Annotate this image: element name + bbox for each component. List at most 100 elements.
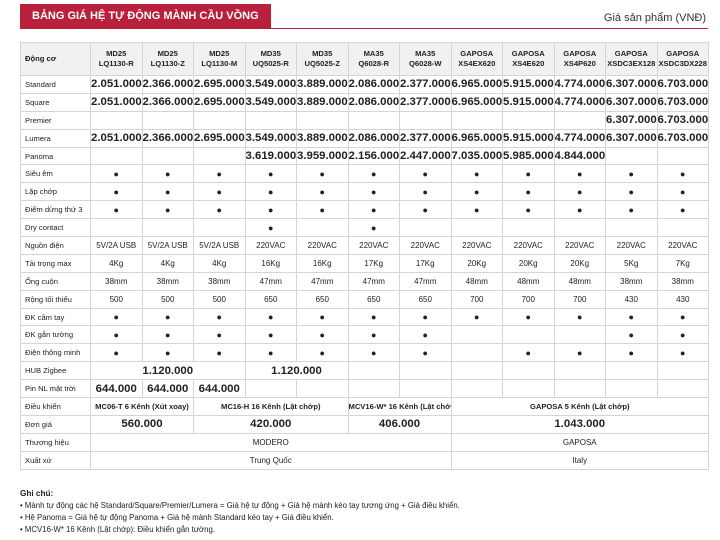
cell: ●	[450, 307, 503, 327]
cell: ●	[296, 343, 349, 363]
cell: ●	[553, 200, 606, 220]
cell: ●	[141, 325, 194, 345]
cell: ●	[347, 343, 400, 363]
cell: 500	[90, 289, 143, 309]
cell: 4.844.000	[553, 146, 606, 166]
cell: 2.366.000	[141, 128, 194, 148]
empty-cell	[502, 379, 555, 399]
cell: GAPOSA	[450, 432, 709, 452]
cell: 220VAC	[502, 236, 555, 255]
table-row: Siêu êm ● ● ● ● ● ● ● ● ● ● ● ●	[20, 164, 709, 184]
row-label: Lumera	[20, 128, 91, 148]
row-label: Xuất xứ	[20, 450, 91, 470]
empty-cell	[296, 379, 349, 399]
model-line1: MD35	[260, 49, 281, 58]
table-row: HUB Zigbee 1.120.000 1.120.000	[20, 361, 709, 381]
model-line1: GAPOSA	[563, 49, 597, 58]
empty-cell	[399, 110, 452, 130]
empty-cell	[605, 218, 658, 238]
empty-cell	[656, 361, 709, 381]
cell: 406.000	[347, 414, 452, 434]
model-line2: LQ1130-Z	[150, 59, 185, 68]
note-item: • Hệ Panoma = Giá hệ tự động Panoma + Gi…	[20, 512, 460, 524]
cell: 220VAC	[656, 236, 709, 255]
cell: 38mm	[605, 271, 658, 291]
cell: ●	[399, 164, 452, 184]
empty-cell	[605, 379, 658, 399]
cell: 220VAC	[553, 236, 606, 255]
row-label: Standard	[20, 75, 91, 94]
cell: 2.051.000	[90, 128, 143, 148]
cell: 47mm	[399, 271, 452, 291]
empty-cell	[399, 379, 452, 399]
model-line1: GAPOSA	[460, 49, 494, 58]
row-label: Lặp chớp	[20, 182, 91, 202]
empty-cell	[347, 361, 400, 381]
cell: 3.549.000	[244, 92, 297, 112]
model-line1: MD25	[106, 49, 127, 58]
empty-cell	[502, 218, 555, 238]
cell: ●	[502, 164, 555, 184]
cell: 5V/2A USB	[193, 236, 246, 255]
cell: 430	[656, 289, 709, 309]
row-label: Điểm dừng thứ 3	[20, 200, 91, 220]
cell: 500	[193, 289, 246, 309]
cell: ●	[244, 343, 297, 363]
cell: ●	[244, 200, 297, 220]
table-row: Ống cuộn 38mm 38mm 38mm 47mm 47mm 47mm 47mm 48mm…	[20, 271, 709, 291]
cell: ●	[605, 307, 658, 327]
cell: 5.915.000	[502, 128, 555, 148]
cell: ●	[605, 325, 658, 345]
row-label: Siêu êm	[20, 164, 91, 184]
cell: 6.307.000	[605, 92, 658, 112]
cell: ●	[296, 182, 349, 202]
cell: MCV16-W* 16 Kênh (Lật chớp)	[347, 397, 452, 416]
model-line1: MD25	[209, 49, 230, 58]
table-row: Rộng tối thiểu 500 500 500 650 650 650 650 700 70…	[20, 289, 709, 309]
cell: ●	[450, 164, 503, 184]
empty-cell	[90, 218, 143, 238]
cell: ●	[193, 343, 246, 363]
cell: ●	[656, 200, 709, 220]
model-line1: GAPOSA	[614, 49, 648, 58]
empty-cell	[450, 110, 503, 130]
cell: 650	[244, 289, 297, 309]
cell: 6.965.000	[450, 75, 503, 94]
cell: ●	[553, 164, 606, 184]
cell: ●	[244, 307, 297, 327]
cell: 5V/2A USB	[141, 236, 194, 255]
model-header: GAPOSA XSDC3DX228	[656, 42, 709, 76]
cell: 220VAC	[450, 236, 503, 255]
notes: Ghi chú: • Mành tự động các hệ Standard/…	[20, 488, 460, 536]
note-text: MCV16-W* 16 Kênh (Lật chớp): Điều khiển …	[24, 525, 216, 534]
row-label: Ống cuộn	[20, 271, 91, 291]
table-row: Lumera 2.051.000 2.366.000 2.695.000 3.549.0…	[20, 128, 709, 148]
cell: 430	[605, 289, 658, 309]
cell: 5V/2A USB	[90, 236, 143, 255]
cell: ●	[347, 164, 400, 184]
cell: ●	[399, 200, 452, 220]
table-row: Dry contact ● ●	[20, 218, 709, 238]
model-line2: XSDC3EX128	[607, 59, 656, 68]
row-label: Panoma	[20, 146, 91, 166]
cell: ●	[347, 307, 400, 327]
cell: MODERO	[90, 432, 452, 452]
model-header: MD25 LQ1130-R	[90, 42, 143, 76]
cell: 2.086.000	[347, 128, 400, 148]
cell: ●	[605, 200, 658, 220]
cell: 6.965.000	[450, 128, 503, 148]
cell: 3.549.000	[244, 128, 297, 148]
empty-cell	[399, 218, 452, 238]
row-label: Premier	[20, 110, 91, 130]
model-header: MD35 UQ5025-Z	[296, 42, 349, 76]
title: BẢNG GIÁ HỆ TỰ ĐỘNG MÀNH CẦU VỒNG	[20, 4, 271, 28]
price-table: Động cơ MD25 LQ1130-R MD25 LQ1130-Z MD25 LQ11…	[20, 42, 709, 470]
cell: ●	[399, 182, 452, 202]
row-label: Rộng tối thiểu	[20, 289, 91, 309]
empty-cell	[450, 343, 503, 363]
cell: 220VAC	[347, 236, 400, 255]
model-line2: LQ1130-R	[98, 59, 134, 68]
empty-cell	[347, 379, 400, 399]
model-line2: Q6028-W	[409, 59, 442, 68]
cell: 4Kg	[141, 253, 194, 273]
